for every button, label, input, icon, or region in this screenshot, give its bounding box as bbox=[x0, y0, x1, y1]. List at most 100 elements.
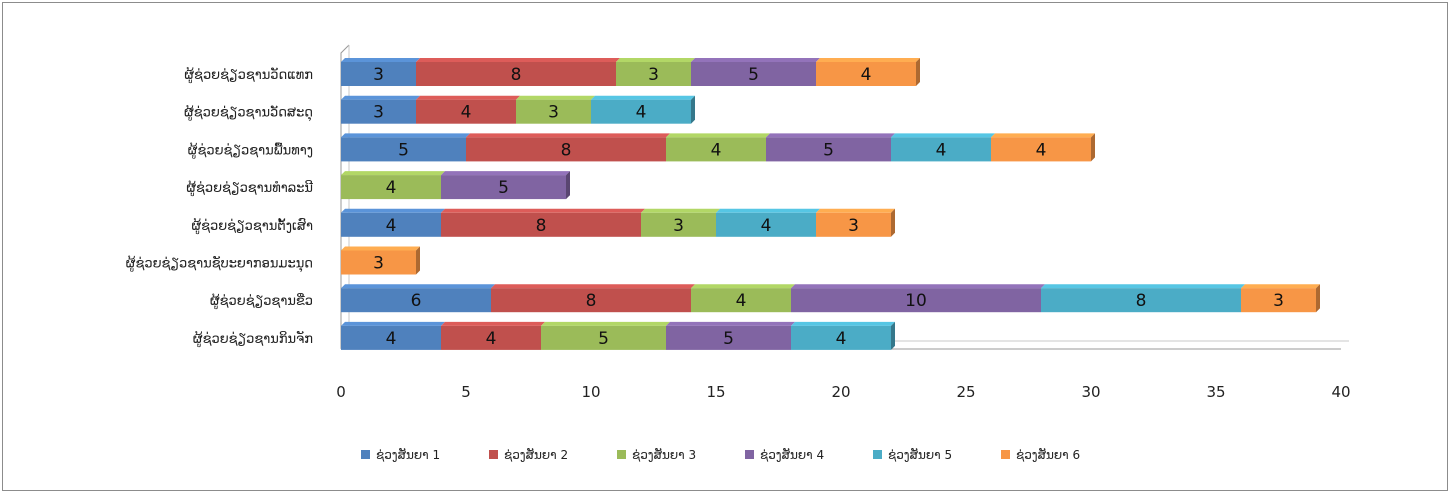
bar-segment bbox=[766, 137, 891, 162]
bar-top-face bbox=[666, 133, 770, 138]
bar-segment bbox=[341, 288, 491, 313]
bar-segment bbox=[441, 212, 641, 237]
bar-top-face bbox=[341, 321, 445, 326]
bar-top-face bbox=[491, 284, 695, 289]
bar-top-face bbox=[416, 58, 620, 62]
bar-segment bbox=[991, 137, 1091, 162]
bar-segment bbox=[341, 250, 416, 275]
legend-label: ຊ່ວງສັນຍາ 2 bbox=[504, 448, 568, 462]
bar-segment bbox=[341, 212, 441, 237]
bar-top-face bbox=[1041, 284, 1245, 289]
bar-top-face bbox=[341, 95, 420, 100]
category-label: ຜູ້ຊ່ວຍຊ່ຽວຊານຕັ້ງເສົາ bbox=[191, 218, 313, 234]
bar-segment bbox=[691, 62, 816, 86]
data-label: 5 bbox=[748, 65, 759, 85]
data-label: 3 bbox=[673, 216, 684, 236]
data-label: 4 bbox=[1036, 140, 1047, 160]
legend-label: ຊ່ວງສັນຍາ 5 bbox=[888, 448, 952, 462]
data-label: 8 bbox=[561, 140, 572, 160]
data-label: 8 bbox=[586, 291, 597, 311]
data-label: 5 bbox=[723, 329, 734, 349]
data-label: 10 bbox=[905, 291, 927, 311]
data-label: 4 bbox=[486, 329, 497, 349]
bar-segment bbox=[666, 137, 766, 162]
x-tick-label: 35 bbox=[1206, 383, 1225, 401]
bar-segment bbox=[341, 99, 416, 124]
bar-top-face bbox=[666, 321, 795, 326]
bar-top-face bbox=[791, 321, 895, 326]
bar-side-face bbox=[1316, 284, 1320, 313]
category-labels: ຜູ້ຊ່ວຍຊ່ຽວຊານກິນຈັກ ຜູ້ຊ່ວຍຊ່ຽວຊານຂີ່ວ ຜູ… bbox=[126, 67, 313, 347]
bar-segment bbox=[616, 62, 691, 86]
bar-segment bbox=[1241, 288, 1316, 313]
legend-swatch bbox=[1001, 450, 1010, 459]
data-label: 3 bbox=[548, 103, 559, 123]
bar-top-face bbox=[816, 58, 920, 62]
data-label: 5 bbox=[598, 329, 609, 349]
bar-top-face bbox=[991, 133, 1095, 138]
legend-swatch bbox=[361, 450, 370, 459]
bar-top-face bbox=[516, 95, 595, 100]
bar-top-face bbox=[416, 95, 520, 100]
legend-label: ຊ່ວງສັນຍາ 3 bbox=[632, 448, 696, 462]
bar-top-face bbox=[691, 58, 820, 62]
category-label: ຜູ້ຊ່ວຍຊ່ຽວຊານຂີ່ວ bbox=[210, 293, 313, 309]
x-tick-label: 25 bbox=[956, 383, 975, 401]
bar-segment bbox=[541, 325, 666, 350]
x-tick-label: 30 bbox=[1081, 383, 1100, 401]
data-label: 6 bbox=[411, 291, 422, 311]
y-axis-line bbox=[340, 44, 350, 349]
data-label: 4 bbox=[711, 140, 722, 160]
bar-top-face bbox=[716, 208, 820, 213]
bar-top-face bbox=[591, 95, 695, 100]
x-tick-labels: 0 5 10 15 20 25 30 35 40 bbox=[336, 383, 1350, 401]
bar-top-face bbox=[441, 321, 545, 326]
bar-segment bbox=[716, 212, 816, 237]
bar-top-face bbox=[616, 58, 695, 62]
bar-segment bbox=[691, 288, 791, 313]
bar-segment bbox=[591, 99, 691, 124]
legend-swatch bbox=[489, 450, 498, 459]
bar-segment bbox=[641, 212, 716, 237]
bar-segment bbox=[416, 99, 516, 124]
bar-top-face bbox=[341, 208, 445, 213]
legend-swatch bbox=[873, 450, 882, 459]
category-label: ຜູ້ຊ່ວຍຊ່ຽວຊານພື້ນທາງ bbox=[188, 142, 313, 158]
x-tick-label: 10 bbox=[581, 383, 600, 401]
bar-segment bbox=[666, 325, 791, 350]
data-label: 5 bbox=[823, 140, 834, 160]
data-label: 8 bbox=[511, 65, 522, 85]
bar-segment bbox=[891, 137, 991, 162]
x-tick-label: 40 bbox=[1331, 383, 1350, 401]
bar-top-face bbox=[341, 171, 445, 176]
bar-segment bbox=[441, 175, 566, 200]
bar-top-face bbox=[791, 284, 1045, 289]
data-label: 4 bbox=[861, 65, 872, 85]
data-label: 8 bbox=[1136, 291, 1147, 311]
data-label: 3 bbox=[648, 65, 659, 85]
bar-top-face bbox=[341, 246, 420, 251]
legend-label: ຊ່ວງສັນຍາ 6 bbox=[1016, 448, 1080, 462]
data-label: 4 bbox=[736, 291, 747, 311]
bar-side-face bbox=[416, 246, 420, 275]
bar-segment bbox=[791, 325, 891, 350]
bar-side-face bbox=[891, 321, 895, 350]
legend-label: ຊ່ວງສັນຍາ 1 bbox=[376, 448, 440, 462]
bar-top-face bbox=[441, 171, 570, 176]
data-label: 3 bbox=[848, 216, 859, 236]
bar-top-face bbox=[341, 133, 470, 138]
bar-top-face bbox=[541, 321, 670, 326]
category-label: ຜູ້ຊ່ວຍຊ່ຽວຊານກິນຈັກ bbox=[193, 331, 313, 347]
bar-segment bbox=[791, 288, 1041, 313]
legend: ຊ່ວງສັນຍາ 1 ຊ່ວງສັນຍາ 2 ຊ່ວງສັນຍາ 3 ຊ່ວງສັນ… bbox=[361, 448, 1080, 462]
bar-segment bbox=[341, 325, 441, 350]
data-label: 3 bbox=[373, 103, 384, 123]
bar-segment bbox=[466, 137, 666, 162]
bar-top-face bbox=[341, 58, 420, 62]
bar-top-face bbox=[641, 208, 720, 213]
legend-label: ຊ່ວງສັນຍາ 4 bbox=[760, 448, 824, 462]
x-tick-label: 15 bbox=[706, 383, 725, 401]
category-label: ຜູ້ຊ່ວຍຊ່ຽວຊານທຳລະນີ bbox=[186, 180, 313, 196]
bar-segment bbox=[491, 288, 691, 313]
data-label: 4 bbox=[636, 103, 647, 123]
